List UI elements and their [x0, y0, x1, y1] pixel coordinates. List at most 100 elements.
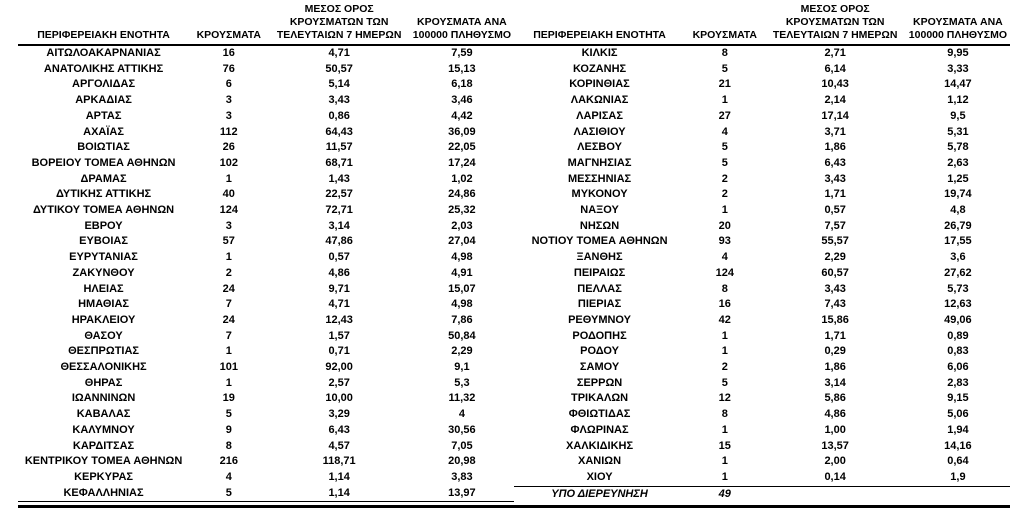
table-cell: 4,86 — [328, 266, 350, 279]
table-cell: ΡΕΘΥΜΝΟΥ — [568, 313, 632, 326]
table-cell: ΚΑΒΑΛΑΣ — [76, 408, 131, 421]
table-cell: 3,71 — [824, 125, 846, 138]
table-cell: 17,24 — [448, 156, 476, 169]
table-cell: ΜΑΓΝΗΣΙΑΣ — [567, 156, 632, 169]
table-row: ΛΑΡΙΣΑΣ 27 17,14 9,5 — [514, 109, 1010, 125]
table-cell: 5 — [225, 408, 232, 421]
table-cell: 3,6 — [950, 251, 966, 264]
table-row: ΜΥΚΟΝΟΥ 2 1,71 19,74 — [514, 187, 1010, 203]
table-cell: 1 — [721, 423, 728, 436]
table-cell: 1 — [225, 376, 232, 389]
table-cell: 5,3 — [454, 376, 470, 389]
table-cell: 92,00 — [325, 361, 353, 374]
table-row: ΝΑΞΟΥ 1 0,57 4,8 — [514, 203, 1010, 219]
table-cell: ΞΑΝΘΗΣ — [576, 251, 623, 264]
table-cell: 1,94 — [947, 423, 969, 436]
table-cell: 3,33 — [947, 62, 969, 75]
table-cell: 2 — [721, 188, 728, 201]
table-cell: 40 — [222, 188, 235, 201]
table-cell: 3,43 — [328, 94, 350, 107]
table-row: ΡΟΔΟΠΗΣ 1 1,71 0,89 — [514, 329, 1010, 345]
table-cell: ΜΕΣΣΗΝΙΑΣ — [567, 172, 632, 185]
table-cell: 3,83 — [451, 470, 473, 483]
table-row: ΗΡΑΚΛΕΙΟΥ 24 12,43 7,86 — [18, 313, 514, 329]
table-cell: 1,14 — [328, 470, 350, 483]
table-cell: 1,14 — [268, 485, 410, 503]
table-cell: 2,63 — [947, 156, 969, 169]
table-cell: ΗΡΑΚΛΕΙΟΥ — [71, 313, 136, 326]
column-header-cases: ΚΡΟΥΣΜΑΤΑ — [189, 0, 269, 46]
table-cell: 1,43 — [328, 172, 350, 185]
table-row: ΦΛΩΡΙΝΑΣ 1 1,00 1,94 — [514, 423, 1010, 439]
table-cell: ΔΥΤΙΚΟΥ ΤΟΜΕΑ ΑΘΗΝΩΝ — [32, 204, 175, 217]
table-cell: ΕΥΡΥΤΑΝΙΑΣ — [69, 251, 138, 264]
table-cell: 2,83 — [947, 376, 969, 389]
table-cell: 216 — [219, 455, 238, 468]
table-row: ΧΑΝΙΩΝ 1 2,00 0,64 — [514, 454, 1010, 470]
table-row: ΑΙΤΩΛΟΑΚΑΡΝΑΝΙΑΣ 16 4,71 7,59 — [18, 45, 514, 62]
pending-avg7day — [764, 485, 906, 503]
table-cell: 9,15 — [947, 392, 969, 405]
table-cell: 9,71 — [328, 282, 350, 295]
table-cell: 16 — [718, 298, 731, 311]
table-cell: 7 — [225, 298, 232, 311]
pending-cases: 49 — [685, 485, 765, 503]
table-cell: ΙΩΑΝΝΙΝΩΝ — [71, 392, 136, 405]
column-header-avg7day: ΜΕΣΟΣ ΟΡΟΣ ΚΡΟΥΣΜΑΤΩΝ ΤΩΝ ΤΕΛΕΥΤΑΙΩΝ 7 Η… — [764, 0, 906, 46]
table-cell: 25,32 — [448, 204, 476, 217]
table-cell: 15,13 — [448, 62, 476, 75]
table-cell: 112 — [219, 125, 238, 138]
table-cell: ΝΗΣΩΝ — [579, 219, 620, 232]
table-row: ΘΕΣΠΡΩΤΙΑΣ 1 0,71 2,29 — [18, 344, 514, 360]
table-cell: 7,57 — [824, 219, 846, 232]
table-cell: 2,29 — [824, 251, 846, 264]
table-cell: ΕΒΡΟΥ — [84, 219, 123, 232]
table-cell: 5,14 — [328, 78, 350, 91]
table-footer-right: ΥΠΟ ΔΙΕΡΕΥΝΗΣΗ 49 — [514, 485, 1010, 503]
table-cell: 3,43 — [824, 172, 846, 185]
table-cell: 1,00 — [824, 423, 846, 436]
table-cell: 7,05 — [451, 439, 473, 452]
table-row: ΦΘΙΩΤΙΔΑΣ 8 4,86 5,06 — [514, 407, 1010, 423]
table-cell: 12 — [718, 392, 731, 405]
table-row: ΠΕΛΛΑΣ 8 3,43 5,73 — [514, 282, 1010, 298]
table-cell: 7,43 — [824, 298, 846, 311]
table-cell: 3,14 — [824, 376, 846, 389]
table-row: ΑΡΓΟΛΙΔΑΣ 6 5,14 6,18 — [18, 77, 514, 93]
table-cell: 2,14 — [824, 94, 846, 107]
table-cell: 3,29 — [328, 408, 350, 421]
table-row: ΘΗΡΑΣ 1 2,57 5,3 — [18, 376, 514, 392]
table-cell: ΒΟΙΩΤΙΑΣ — [77, 141, 130, 154]
table-cell: 5 — [721, 62, 728, 75]
table-cell: 27 — [718, 109, 731, 122]
table-row: ΙΩΑΝΝΙΝΩΝ 19 10,00 11,32 — [18, 391, 514, 407]
table-cell: 4,91 — [451, 266, 473, 279]
table-cell: 55,57 — [821, 235, 849, 248]
table-row: ΒΟΙΩΤΙΑΣ 26 11,57 22,05 — [18, 140, 514, 156]
table-cell: 4,98 — [451, 298, 473, 311]
table-cell: 17,14 — [821, 109, 849, 122]
table-cell: 3 — [225, 94, 232, 107]
table-cell: 14,16 — [944, 439, 972, 452]
table-cell: 14,47 — [944, 78, 972, 91]
table-cell: 4,57 — [328, 439, 350, 452]
table-row: ΤΡΙΚΑΛΩΝ 12 5,86 9,15 — [514, 391, 1010, 407]
table-cell: ΠΕΙΡΑΙΩΣ — [573, 266, 626, 279]
table-row: ΜΑΓΝΗΣΙΑΣ 5 6,43 2,63 — [514, 156, 1010, 172]
table-cell: 9,5 — [950, 109, 966, 122]
table-row: ΡΟΔΟΥ 1 0,29 0,83 — [514, 344, 1010, 360]
table-cell: 12,63 — [944, 298, 972, 311]
table-cell: ΑΡΚΑΔΙΑΣ — [75, 94, 132, 107]
table-cell: ΗΛΕΙΑΣ — [83, 282, 124, 295]
table-cell: ΔΥΤΙΚΗΣ ΑΤΤΙΚΗΣ — [55, 188, 152, 201]
table-cell: 7 — [225, 329, 232, 342]
table-cell: 4,71 — [328, 298, 350, 311]
table-cell: ΛΑΡΙΣΑΣ — [576, 109, 623, 122]
table-cell: 15,07 — [448, 282, 476, 295]
table-row: ΝΗΣΩΝ 20 7,57 26,79 — [514, 219, 1010, 235]
table-row: ΚΙΛΚΙΣ 8 2,71 9,95 — [514, 45, 1010, 62]
table-cell: 15 — [718, 439, 731, 452]
table-cell: ΣΑΜΟΥ — [579, 361, 620, 374]
table-cell: ΘΕΣΠΡΩΤΙΑΣ — [68, 345, 140, 358]
table-cell: 2,71 — [824, 47, 846, 59]
